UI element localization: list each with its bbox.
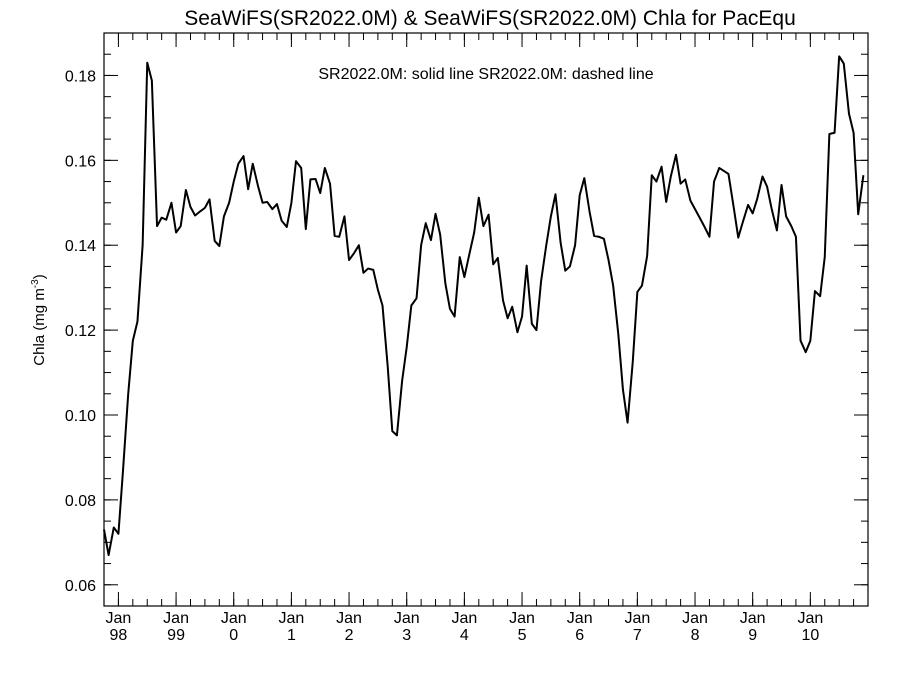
y-tick-label: 0.10	[65, 408, 96, 425]
x-tick-label-month: Jan	[624, 610, 650, 627]
x-tick-label-month: Jan	[567, 610, 593, 627]
x-tick-label-month: Jan	[163, 610, 189, 627]
x-tick-label-year: 2	[345, 627, 354, 644]
y-tick-label: 0.08	[65, 493, 96, 510]
y-axis-label-main: Chla (mg m	[31, 288, 48, 366]
y-tick-label: 0.14	[65, 238, 96, 255]
x-tick-label-month: Jan	[682, 610, 708, 627]
axis-tick-labels: 0.060.080.100.120.140.160.18Jan98Jan99Ja…	[65, 68, 823, 644]
x-tick-label-month: Jan	[336, 610, 362, 627]
x-tick-label-year: 10	[801, 627, 819, 644]
x-tick-label-year: 3	[402, 627, 411, 644]
legend-text: SR2022.0M: solid line SR2022.0M: dashed …	[318, 66, 653, 83]
x-tick-label-month: Jan	[451, 610, 477, 627]
x-tick-label-year: 98	[110, 627, 128, 644]
x-tick-label-year: 8	[691, 627, 700, 644]
x-tick-label-month: Jan	[740, 610, 766, 627]
y-tick-label: 0.12	[65, 323, 96, 340]
x-tick-label-month: Jan	[106, 610, 132, 627]
y-tick-label: 0.06	[65, 578, 96, 595]
axis-ticks	[103, 32, 869, 607]
x-tick-label-year: 4	[460, 627, 469, 644]
series-line-solid	[103, 55, 865, 557]
x-tick-label-year: 99	[167, 627, 185, 644]
x-tick-label-month: Jan	[221, 610, 247, 627]
x-tick-label-year: 9	[748, 627, 757, 644]
y-tick-label: 0.18	[65, 68, 96, 85]
x-tick-label-month: Jan	[509, 610, 535, 627]
x-tick-label-year: 0	[229, 627, 238, 644]
chart-title: SeaWiFS(SR2022.0M) & SeaWiFS(SR2022.0M) …	[184, 7, 796, 30]
plot-frame	[103, 32, 869, 607]
x-tick-label-year: 1	[287, 627, 296, 644]
y-axis-label-superscript: -3	[30, 279, 41, 288]
x-tick-label-year: 5	[518, 627, 527, 644]
x-tick-label-month: Jan	[394, 610, 420, 627]
y-axis-label-close: )	[31, 274, 48, 279]
x-tick-label-month: Jan	[278, 610, 304, 627]
y-axis-label: Chla (mg m-3)	[30, 274, 48, 365]
x-tick-label-year: 7	[633, 627, 642, 644]
x-tick-label-year: 6	[575, 627, 584, 644]
x-tick-label-month: Jan	[797, 610, 823, 627]
y-tick-label: 0.16	[65, 153, 96, 170]
